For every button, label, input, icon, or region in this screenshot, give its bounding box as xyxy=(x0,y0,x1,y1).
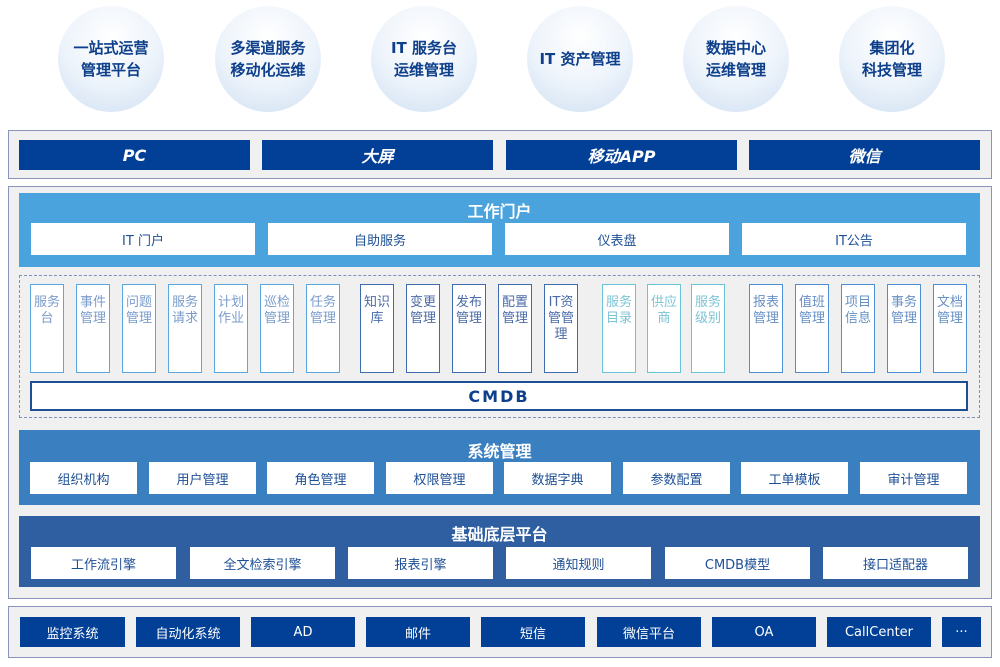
base-item[interactable]: 工作流引擎 xyxy=(31,547,176,579)
integration-item[interactable]: 短信 xyxy=(481,617,585,647)
portal-item[interactable]: 自助服务 xyxy=(268,223,492,255)
capability-circle: IT 服务台 运维管理 xyxy=(371,6,477,112)
capability-circle: 数据中心 运维管理 xyxy=(683,6,789,112)
integration-item[interactable]: 邮件 xyxy=(366,617,470,647)
base-layer: 基础底层平台 xyxy=(19,516,980,587)
module-item[interactable]: 巡检管理 xyxy=(260,284,294,373)
base-item[interactable]: CMDB模型 xyxy=(665,547,810,579)
capability-circle: 集团化 科技管理 xyxy=(839,6,945,112)
module-item[interactable]: 值班管理 xyxy=(795,284,829,373)
system-item[interactable]: 权限管理 xyxy=(386,462,493,494)
base-title: 基础底层平台 xyxy=(451,525,548,544)
integration-item[interactable]: OA xyxy=(712,617,816,647)
module-item[interactable]: 服务请求 xyxy=(168,284,202,373)
portal-title: 工作门户 xyxy=(467,202,532,221)
portal-item[interactable]: IT 门户 xyxy=(31,223,255,255)
integration-item[interactable]: 监控系统 xyxy=(20,617,125,647)
module-item[interactable]: 知识库 xyxy=(360,284,394,373)
module-item[interactable]: 服务目录 xyxy=(602,284,636,373)
module-item[interactable]: 变更管理 xyxy=(406,284,440,373)
module-item[interactable]: 任务管理 xyxy=(306,284,340,373)
module-item[interactable]: 事务管理 xyxy=(887,284,921,373)
module-item[interactable]: 报表管理 xyxy=(749,284,783,373)
integration-item[interactable]: ··· xyxy=(942,617,981,647)
base-item[interactable]: 全文检索引擎 xyxy=(190,547,335,579)
system-item[interactable]: 组织机构 xyxy=(30,462,137,494)
base-item[interactable]: 通知规则 xyxy=(506,547,651,579)
modules-area xyxy=(19,275,980,418)
channel-3[interactable]: 微信 xyxy=(749,140,980,170)
module-item[interactable]: 配置管理 xyxy=(498,284,532,373)
module-item[interactable]: 文档管理 xyxy=(933,284,967,373)
channel-1[interactable]: 大屏 xyxy=(262,140,493,170)
integration-item[interactable]: AD xyxy=(251,617,355,647)
integration-item[interactable]: 自动化系统 xyxy=(136,617,240,647)
integration-item[interactable]: 微信平台 xyxy=(597,617,701,647)
capability-circle: 一站式运营 管理平台 xyxy=(58,6,164,112)
module-item[interactable]: 事件管理 xyxy=(76,284,110,373)
cmdb-bar[interactable]: CMDB xyxy=(30,381,968,411)
system-title: 系统管理 xyxy=(467,442,532,461)
module-item[interactable]: IT资管管理 xyxy=(544,284,578,373)
channel-2[interactable]: 移动APP xyxy=(506,140,737,170)
integration-item[interactable]: CallCenter xyxy=(827,617,931,647)
module-item[interactable]: 服务级别 xyxy=(691,284,725,373)
module-item[interactable]: 服务台 xyxy=(30,284,64,373)
module-item[interactable]: 项目信息 xyxy=(841,284,875,373)
system-item[interactable]: 工单模板 xyxy=(741,462,848,494)
system-item[interactable]: 数据字典 xyxy=(504,462,611,494)
capability-circle: IT 资产管理 xyxy=(527,6,633,112)
module-item[interactable]: 问题管理 xyxy=(122,284,156,373)
capability-circle: 多渠道服务 移动化运维 xyxy=(215,6,321,112)
system-item[interactable]: 角色管理 xyxy=(267,462,374,494)
module-item[interactable]: 发布管理 xyxy=(452,284,486,373)
base-item[interactable]: 报表引擎 xyxy=(348,547,493,579)
portal-item[interactable]: IT公告 xyxy=(742,223,966,255)
module-item[interactable]: 计划作业 xyxy=(214,284,248,373)
module-item[interactable]: 供应商 xyxy=(647,284,681,373)
base-item[interactable]: 接口适配器 xyxy=(823,547,968,579)
channel-0[interactable]: PC xyxy=(19,140,250,170)
system-item[interactable]: 用户管理 xyxy=(149,462,256,494)
system-item[interactable]: 参数配置 xyxy=(623,462,730,494)
system-item[interactable]: 审计管理 xyxy=(860,462,967,494)
portal-item[interactable]: 仪表盘 xyxy=(505,223,729,255)
